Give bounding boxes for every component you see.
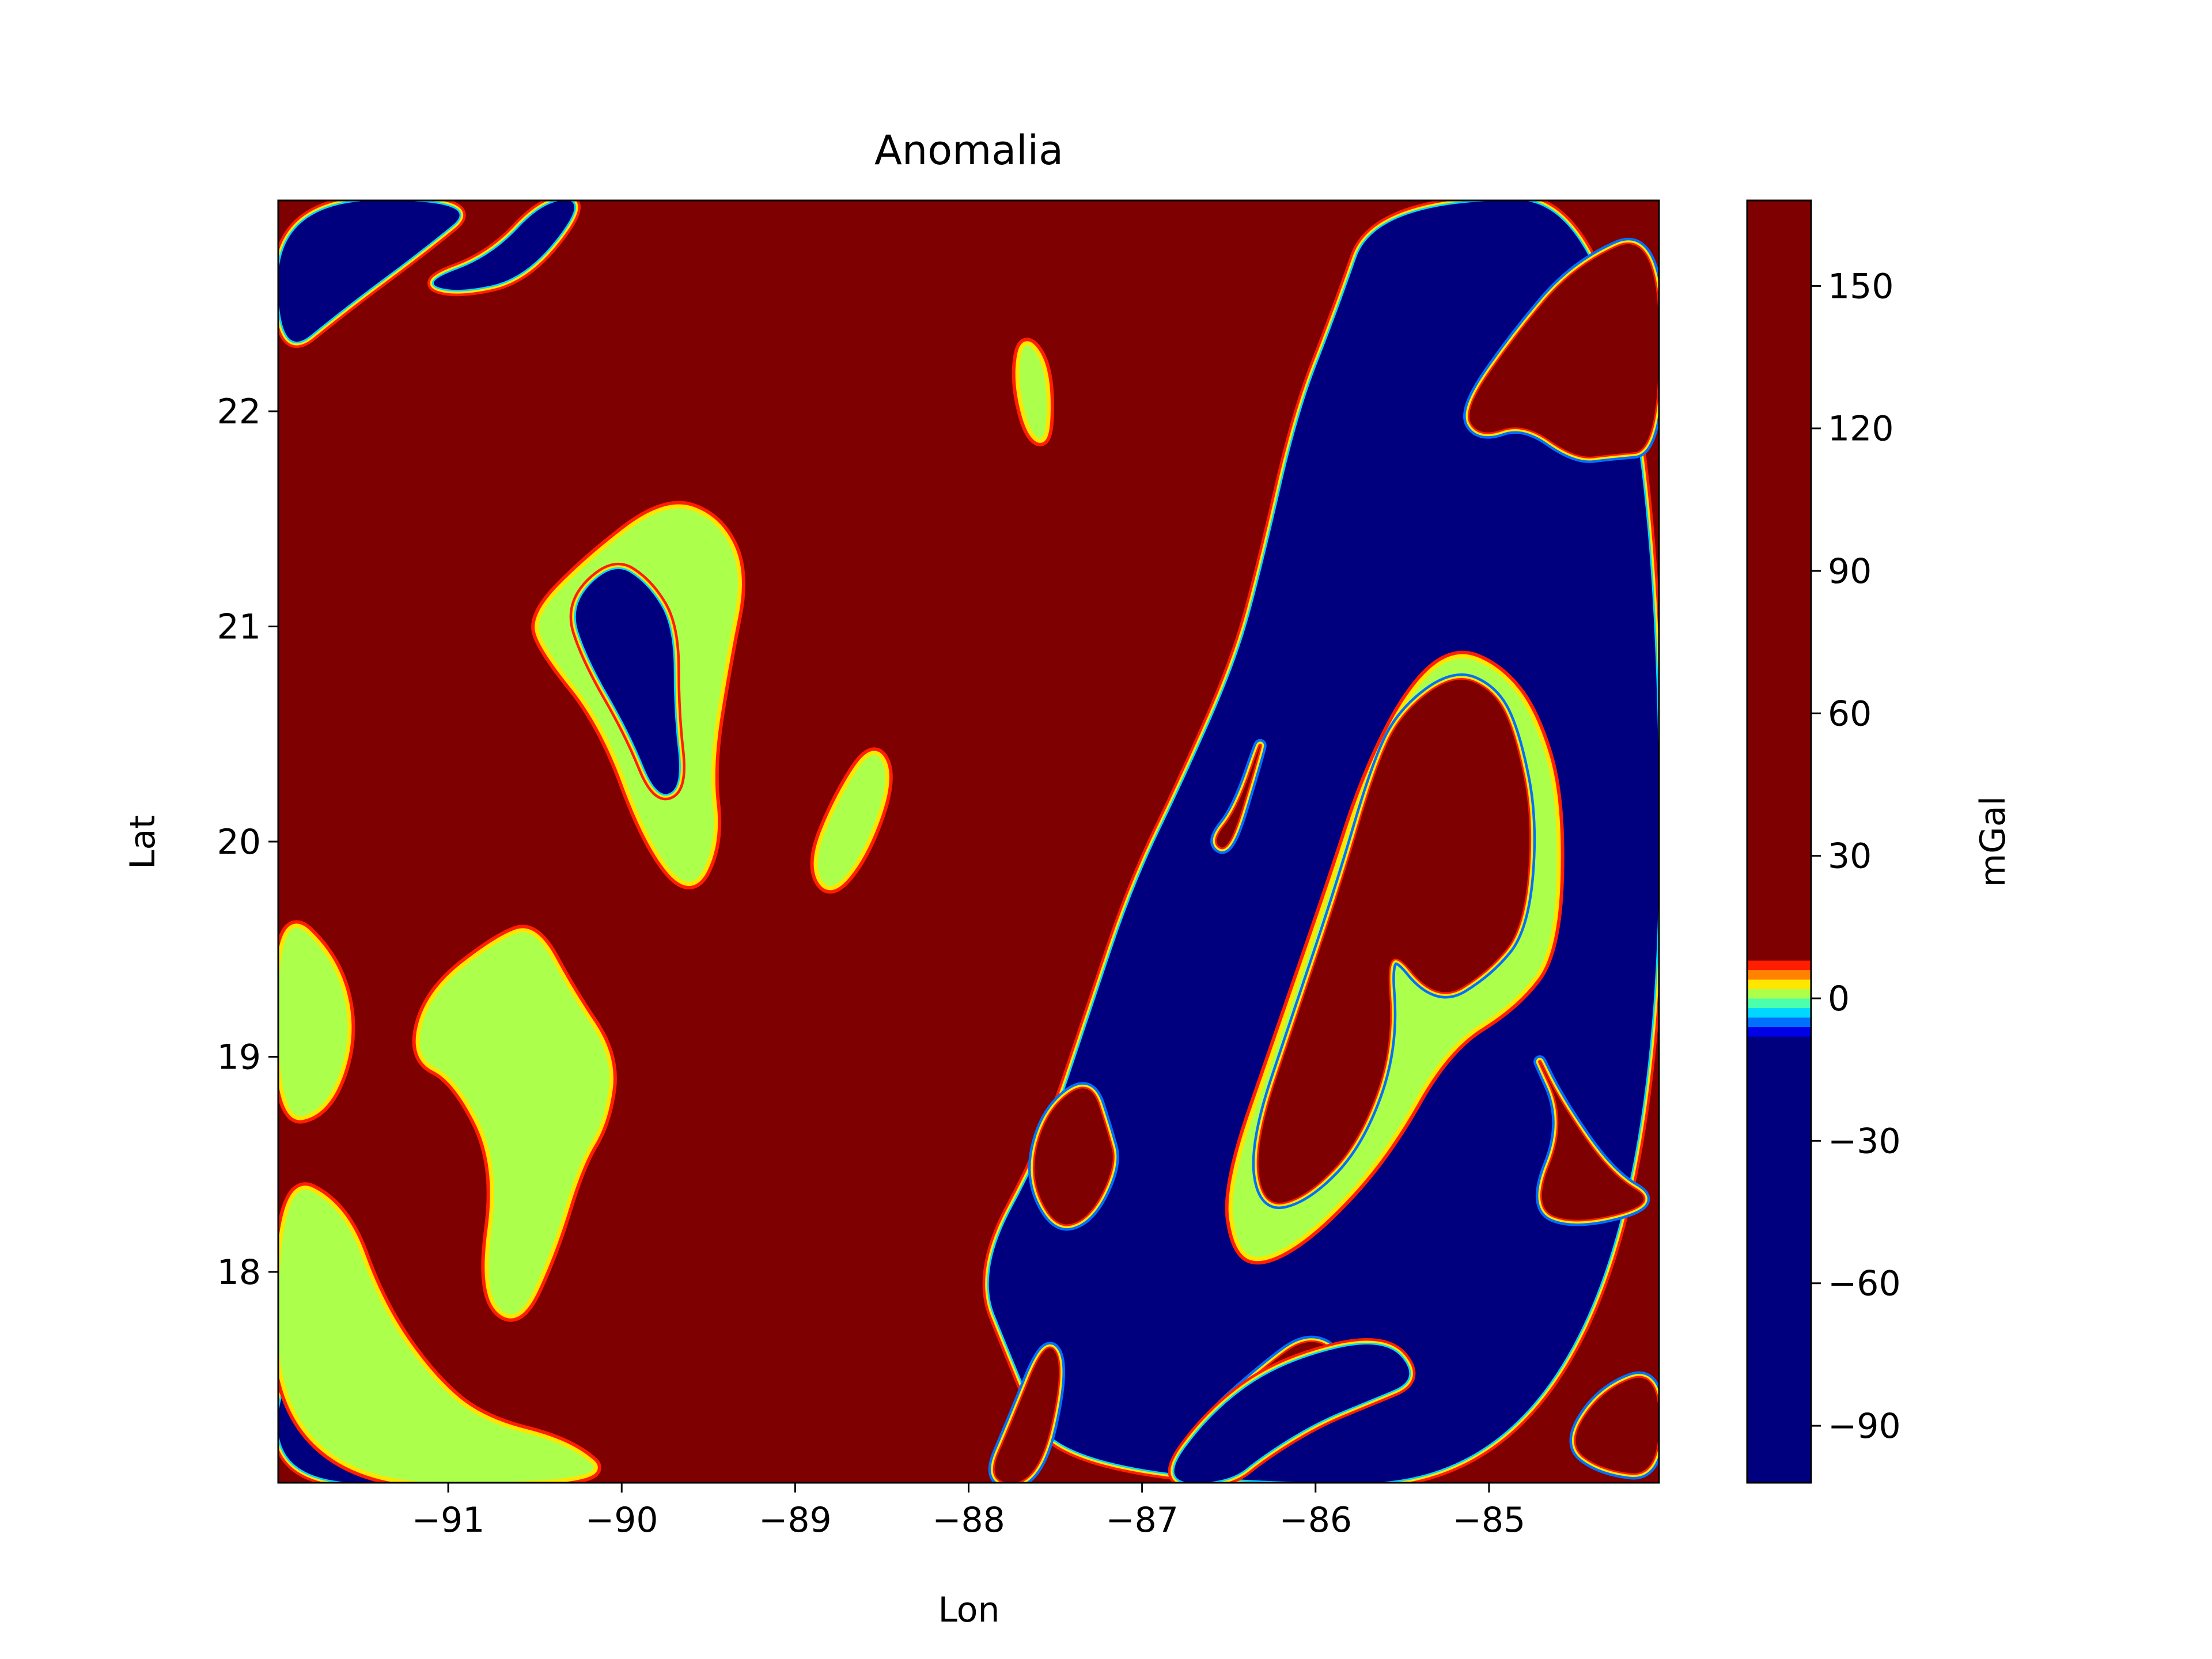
colorbar-tick-label: 90 [1828,551,1872,592]
x-axis-ticks: −91 −90 −89 −88 −87 −86 −85 [412,1483,1525,1540]
x-axis-label: Lon [938,1590,999,1630]
southwest-coast-anomaly-fill [278,1190,594,1483]
colorbar-band [1747,1027,1811,1037]
mid-ridge-island-fill [1034,1088,1113,1225]
y-tick-label: 18 [217,1252,261,1293]
contour-north-central-spot [1012,338,1054,446]
colorbar-band [1747,979,1811,990]
colorbar-band [1747,1036,1811,1483]
y-tick-label: 19 [217,1037,261,1077]
colorbar-tick-label: −60 [1828,1264,1901,1304]
central-spot-fill [817,755,885,887]
contour-yucatan-west-core [569,562,685,801]
x-tick-label: −86 [1279,1500,1352,1540]
cozumel-high-fill [1217,745,1260,848]
plot-area [277,199,1660,1484]
colorbar-band [1747,998,1811,1009]
west-interior-anomaly-fill [419,932,609,1315]
contour-southeast-corner-high [1569,1371,1659,1480]
x-tick-label: −87 [1105,1500,1179,1540]
northeast-high-fill [1469,244,1659,457]
colorbar: −90 −60 −30 0 30 60 90 120 150 mGal [1746,199,2013,1484]
eastern-ridge-high-fill [1258,680,1530,1203]
contour-central-spot [810,747,893,894]
colorbar-band [1747,969,1811,980]
contour-southeast-high [1533,1055,1650,1226]
south-mid-island-fill [994,1348,1059,1483]
colorbar-tick-label: 60 [1828,694,1872,734]
y-tick-label: 22 [217,392,261,432]
contour-southern-shelf-band [1168,1338,1416,1483]
east-low-zone-fill [988,200,1659,1483]
colorbar-band [1747,960,1811,971]
colorbar-band [1747,1007,1811,1018]
southern-shelf-band-fill [1174,1344,1410,1483]
colorbar-tick-label: −30 [1828,1121,1901,1161]
southeast-corner-high-fill [1575,1377,1659,1474]
yucatan-west-core-fill [575,569,679,794]
southeast-high-fill [1540,1062,1644,1220]
west-low-strip-fill [278,200,460,342]
x-tick-label: −91 [412,1500,485,1540]
colorbar-tick-label: 30 [1828,836,1872,877]
colorbar-tick-label: 150 [1828,266,1894,306]
contour-west-interior-anomaly [412,925,617,1322]
colorbar-ticks: −90 −60 −30 0 30 60 90 120 150 [1811,266,1901,1446]
contour-east-low-zone [982,200,1659,1483]
x-tick-label: −89 [759,1500,832,1540]
colorbar-bands [1747,200,1811,1483]
chart-title: Anomalia [874,127,1063,174]
contour-west-coast-anomaly [278,920,355,1124]
colorbar-frame [1746,199,1812,1484]
contour-west-low-strip [278,200,466,348]
contour-eastern-ridge-high [1252,673,1536,1209]
x-tick-label: −88 [932,1500,1005,1540]
colorbar-tick-label: 120 [1828,409,1894,449]
colorbar-tick-label: −90 [1828,1406,1901,1446]
north-central-spot-fill [1019,345,1047,439]
north-low-channel-fill [434,200,575,290]
colorbar-band [1747,200,1811,961]
west-coast-anomaly-fill [278,927,348,1116]
x-tick-label: −90 [585,1500,658,1540]
y-tick-label: 20 [217,822,261,862]
colorbar-tick-label: 0 [1828,979,1850,1019]
y-axis-ticks: 18 19 20 21 22 [217,392,278,1293]
colorbar-band [1747,988,1811,999]
y-tick-label: 21 [217,607,261,647]
x-tick-label: −85 [1453,1500,1526,1540]
colorbar-band [1747,1017,1811,1028]
contour-mid-ridge-island [1028,1082,1119,1231]
contour-northeast-high [1463,237,1659,463]
contour-south-mid-island [988,1342,1066,1483]
y-axis-label: Lat [123,815,163,869]
contour-cozumel-high [1210,739,1267,854]
colorbar-label: mGal [1973,796,2013,887]
